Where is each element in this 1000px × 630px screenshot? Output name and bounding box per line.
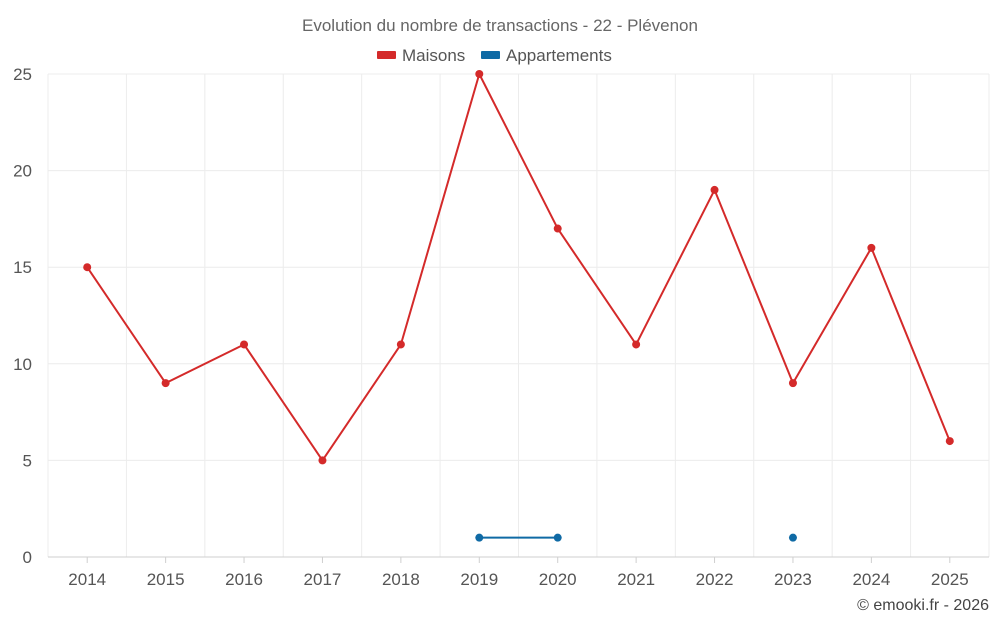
legend-swatch-appartements [481,51,500,59]
data-point-maisons[interactable] [318,456,327,465]
data-point-maisons[interactable] [867,243,876,252]
series-line-maisons [86,73,951,462]
series-maisons [83,70,954,465]
y-tick-label: 25 [13,65,32,84]
x-tick-label: 2017 [304,570,342,589]
data-point-maisons[interactable] [396,340,405,349]
data-point-maisons[interactable] [632,340,641,349]
data-point-maisons[interactable] [710,185,719,194]
data-point-appartements[interactable] [788,533,797,542]
chart-title: Evolution du nombre de transactions - 22… [302,16,698,35]
grid [47,73,990,557]
data-point-maisons[interactable] [83,263,92,272]
data-point-appartements[interactable] [475,533,484,542]
x-tick-label: 2015 [147,570,185,589]
legend-label-appartements: Appartements [506,46,612,65]
legend-item-appartements[interactable]: Appartements [481,46,612,65]
y-tick-label: 15 [13,258,32,277]
x-tick-label: 2016 [225,570,263,589]
x-tick-label: 2022 [696,570,734,589]
y-tick-label: 10 [13,355,32,374]
data-point-maisons[interactable] [240,340,249,349]
y-tick-label: 0 [23,548,32,567]
series-layer [83,70,954,542]
x-tick-label: 2018 [382,570,420,589]
x-tick-label: 2021 [617,570,655,589]
series-appartements [475,533,797,542]
credit-text: © emooki.fr - 2026 [857,597,989,614]
x-tick-label: 2019 [460,570,498,589]
data-point-maisons[interactable] [788,379,797,388]
legend-swatch-maisons [377,51,396,59]
data-point-maisons[interactable] [161,379,170,388]
legend-label-maisons: Maisons [402,46,465,65]
data-point-maisons[interactable] [945,437,954,446]
legend: Maisons Appartements [377,46,612,65]
x-tick-label: 2014 [68,570,106,589]
y-tick-label: 5 [23,451,32,470]
legend-item-maisons[interactable]: Maisons [377,46,465,65]
x-tick-label: 2025 [931,570,969,589]
data-point-maisons[interactable] [475,70,484,78]
data-point-appartements[interactable] [553,533,562,542]
x-tick-label: 2020 [539,570,577,589]
data-point-maisons[interactable] [553,224,562,233]
x-tick-label: 2023 [774,570,812,589]
y-tick-label: 20 [13,162,32,181]
x-tick-label: 2024 [852,570,890,589]
